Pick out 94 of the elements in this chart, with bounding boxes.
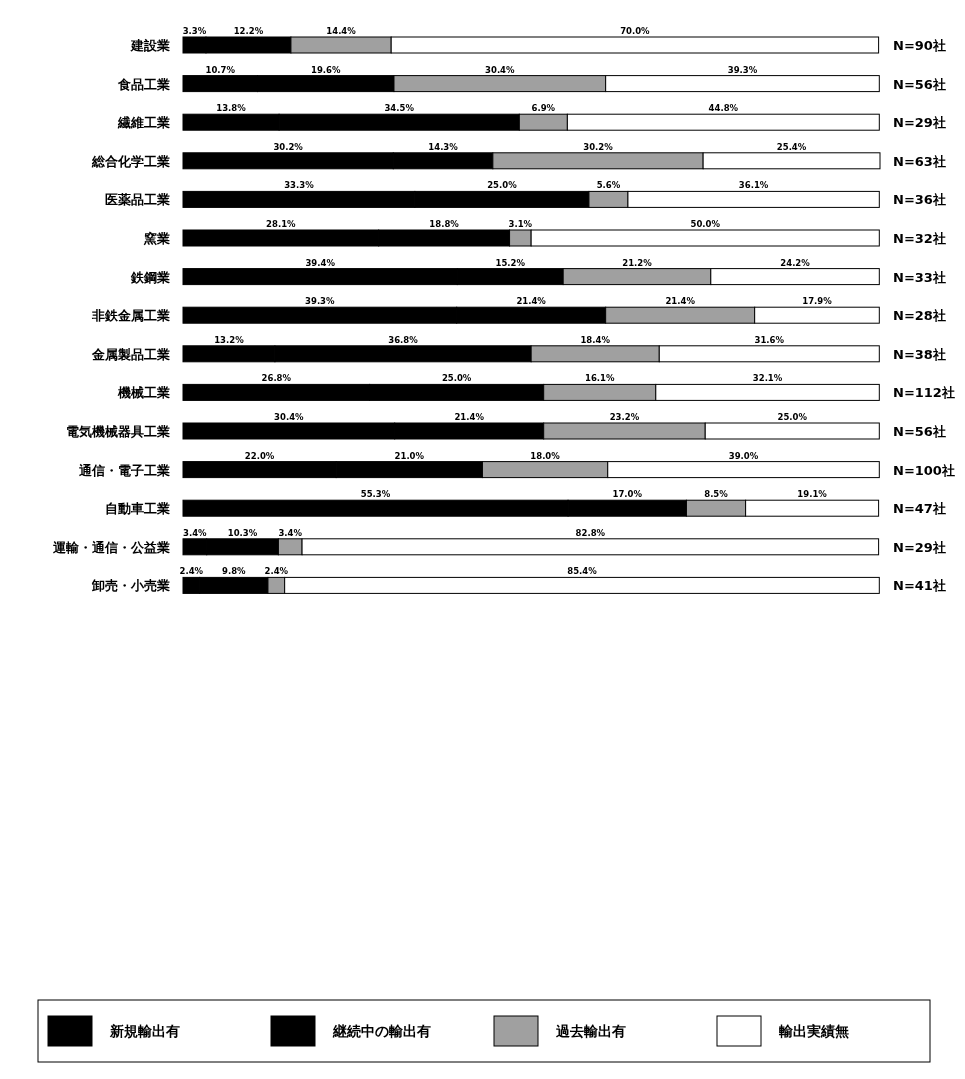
data-label: 34.5% — [384, 103, 415, 114]
data-label: 3.3% — [182, 26, 207, 36]
data-label: 10.7% — [205, 64, 236, 75]
y-tick-label: 非鉄金属工業 — [91, 308, 170, 324]
data-label: 25.0% — [777, 412, 808, 422]
data-label: 18.0% — [530, 450, 561, 461]
text: N=41社 — [893, 578, 946, 594]
data-label: 31.6% — [754, 334, 785, 345]
data-label: 30.4% — [274, 412, 305, 422]
data-label: 39.0% — [728, 450, 759, 461]
text: N=36社 — [893, 192, 946, 208]
data-label: 23.2% — [609, 412, 640, 422]
text: N=47社 — [893, 501, 946, 517]
y-tick-label: 機械工業 — [117, 385, 170, 401]
text: N=33社 — [893, 269, 946, 285]
data-label: 30.2% — [273, 141, 304, 152]
data-label: 12.2% — [233, 26, 264, 36]
legend-label: 輸出実績無 — [778, 1023, 849, 1039]
data-label: 3.4% — [278, 527, 303, 538]
data-label: 36.8% — [388, 334, 419, 345]
data-label: 18.4% — [580, 334, 611, 345]
y-tick-label: 通信・電子工業 — [78, 462, 170, 478]
data-label: 16.1% — [584, 373, 615, 384]
data-label: 6.9% — [531, 103, 556, 114]
text: N=29社 — [893, 539, 946, 555]
data-label: 22.0% — [244, 450, 275, 461]
y-tick-label: 金属製品工業 — [91, 346, 170, 362]
data-label: 13.2% — [214, 334, 245, 345]
data-label: 2.4% — [179, 566, 204, 577]
y-tick-label: 繊維工業 — [117, 115, 170, 131]
text: N=29社 — [893, 115, 946, 131]
data-label: 3.4% — [183, 527, 208, 538]
data-label: 21.4% — [516, 296, 547, 307]
text: N=100社 — [893, 462, 955, 478]
data-label: 30.2% — [583, 141, 614, 152]
data-label: 39.4% — [305, 257, 336, 268]
data-label: 18.8% — [429, 219, 460, 229]
text: N=63社 — [893, 153, 946, 169]
data-label: 50.0% — [690, 219, 721, 229]
data-label: 17.0% — [612, 489, 643, 500]
data-label: 3.1% — [508, 219, 533, 229]
data-label: 39.3% — [727, 64, 758, 75]
legend-label: 過去輸出有 — [555, 1023, 626, 1039]
legend-label: 新規輸出有 — [109, 1023, 180, 1039]
data-label: 2.4% — [264, 566, 289, 577]
y-tick-label: 鉄鋼業 — [130, 269, 170, 285]
data-label: 36.1% — [738, 180, 769, 191]
data-label: 44.8% — [708, 103, 739, 114]
y-tick-label: 自動車工業 — [105, 501, 170, 517]
data-label: 70.0% — [620, 26, 651, 36]
data-label: 33.3% — [284, 180, 315, 191]
y-tick-label: 建設業 — [130, 38, 170, 53]
data-label: 39.3% — [305, 296, 336, 307]
text: N=112社 — [893, 385, 955, 401]
data-label: 28.1% — [266, 219, 297, 229]
text: N=28社 — [893, 308, 946, 324]
data-label: 19.1% — [797, 489, 828, 500]
y-tick-label: 運輸・通信・公益業 — [52, 539, 170, 555]
data-label: 55.3% — [360, 489, 391, 500]
text: N=56社 — [893, 76, 946, 92]
y-tick-label: 電気機械器具工業 — [66, 424, 170, 439]
data-label: 25.4% — [776, 141, 807, 152]
legend-label: 継続中の輸出有 — [332, 1023, 431, 1039]
data-label: 21.4% — [454, 412, 485, 422]
data-label: 14.4% — [326, 26, 357, 36]
data-label: 82.8% — [575, 527, 606, 538]
data-label: 32.1% — [752, 373, 783, 384]
data-label: 13.8% — [216, 103, 247, 114]
data-label: 25.0% — [441, 373, 472, 384]
data-label: 19.6% — [310, 64, 341, 75]
data-label: 17.9% — [802, 296, 833, 307]
data-label: 25.0% — [487, 180, 518, 191]
y-tick-label: 総合化学工業 — [91, 153, 170, 169]
y-tick-label: 窯業 — [143, 231, 170, 246]
data-label: 5.6% — [596, 180, 621, 191]
text: N=90社 — [893, 38, 946, 53]
text: N=38社 — [893, 346, 946, 362]
data-label: 21.2% — [622, 257, 653, 268]
data-label: 14.3% — [428, 141, 459, 152]
data-label: 24.2% — [780, 257, 811, 268]
y-tick-label: 卸売・小売業 — [91, 578, 170, 594]
data-label: 85.4% — [567, 566, 598, 577]
y-tick-label: 食品工業 — [117, 76, 170, 92]
y-tick-label: 医薬品工業 — [105, 192, 170, 208]
data-label: 26.8% — [261, 373, 292, 384]
data-label: 8.5% — [704, 489, 729, 500]
data-label: 30.4% — [485, 64, 516, 75]
data-label: 21.0% — [394, 450, 425, 461]
text: N=56社 — [893, 424, 946, 439]
data-label: 15.2% — [495, 257, 526, 268]
text: N=32社 — [893, 231, 946, 246]
data-label: 10.3% — [227, 527, 258, 538]
data-label: 9.8% — [222, 566, 247, 577]
data-label: 21.4% — [665, 296, 696, 307]
